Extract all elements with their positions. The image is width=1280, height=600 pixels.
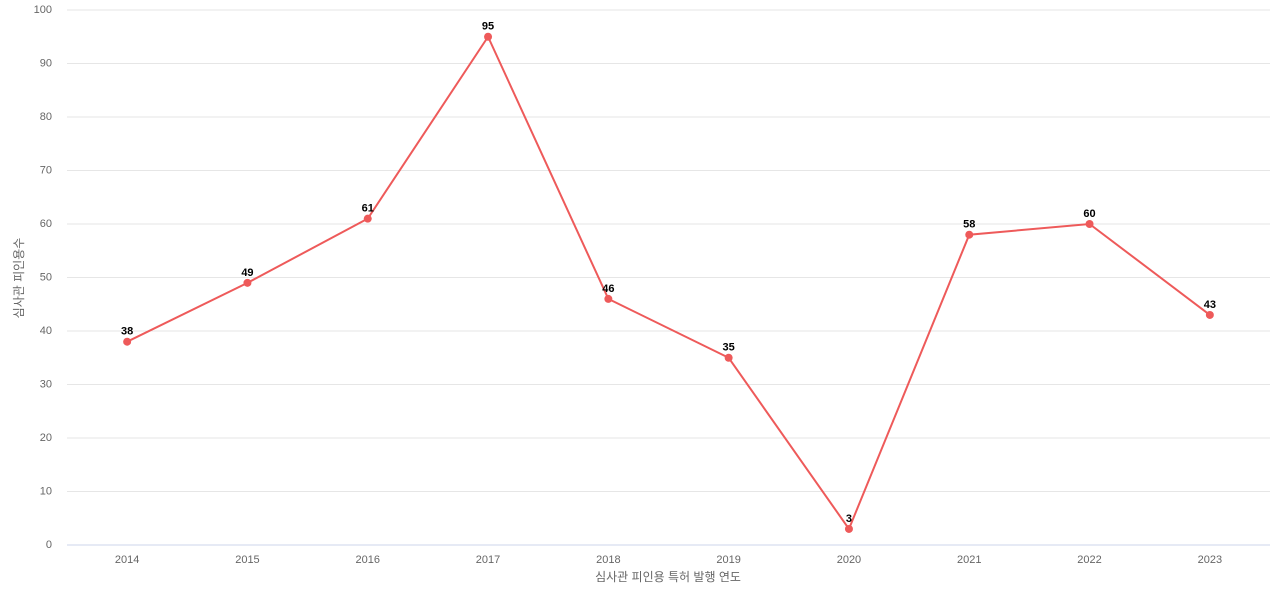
y-tick-label: 50 <box>40 271 52 283</box>
y-tick-label: 40 <box>40 325 52 337</box>
line <box>126 34 1211 532</box>
x-tick-label: 2023 <box>1198 554 1222 566</box>
x-tick-label: 2022 <box>1077 554 1101 566</box>
data-label: 60 <box>1083 208 1095 220</box>
point <box>965 230 974 239</box>
point <box>844 524 853 533</box>
y-tick-label: 0 <box>46 539 52 551</box>
point <box>363 214 372 223</box>
data-label: 95 <box>482 21 494 33</box>
x-tick-label: 2014 <box>115 554 139 566</box>
x-tick-label: 2016 <box>356 554 380 566</box>
data-label: 61 <box>362 203 374 215</box>
y-tick-label: 10 <box>40 485 52 497</box>
point <box>724 353 733 362</box>
data-label: 35 <box>723 342 735 354</box>
x-tick-label: 2018 <box>596 554 620 566</box>
point <box>243 278 252 287</box>
y-tick-label: 70 <box>40 164 52 176</box>
data-label: 46 <box>602 283 614 295</box>
x-tick-label: 2019 <box>716 554 740 566</box>
y-tick-label: 90 <box>40 57 52 69</box>
y-axis-title: 심사관 피인용수 <box>12 238 26 319</box>
y-tick-label: 20 <box>40 432 52 444</box>
point <box>604 294 613 303</box>
y-tick-label: 100 <box>34 4 52 16</box>
x-tick-label: 2015 <box>235 554 259 566</box>
x-tick-label: 2020 <box>837 554 861 566</box>
x-tick-label: 2021 <box>957 554 981 566</box>
y-tick-label: 60 <box>40 218 52 230</box>
data-label: 49 <box>241 267 253 279</box>
point <box>1085 220 1094 228</box>
data-label: 3 <box>846 513 852 525</box>
data-label: 58 <box>963 219 975 231</box>
point <box>484 32 493 41</box>
data-label: 43 <box>1204 299 1216 311</box>
point <box>123 337 132 346</box>
x-axis-title: 심사관 피인용 특허 발행 연도 <box>595 569 741 584</box>
y-tick-label: 80 <box>40 111 52 123</box>
x-tick-label: 2017 <box>476 554 500 566</box>
y-tick-label: 30 <box>40 378 52 390</box>
point <box>1205 310 1214 319</box>
data-label: 38 <box>121 326 133 338</box>
